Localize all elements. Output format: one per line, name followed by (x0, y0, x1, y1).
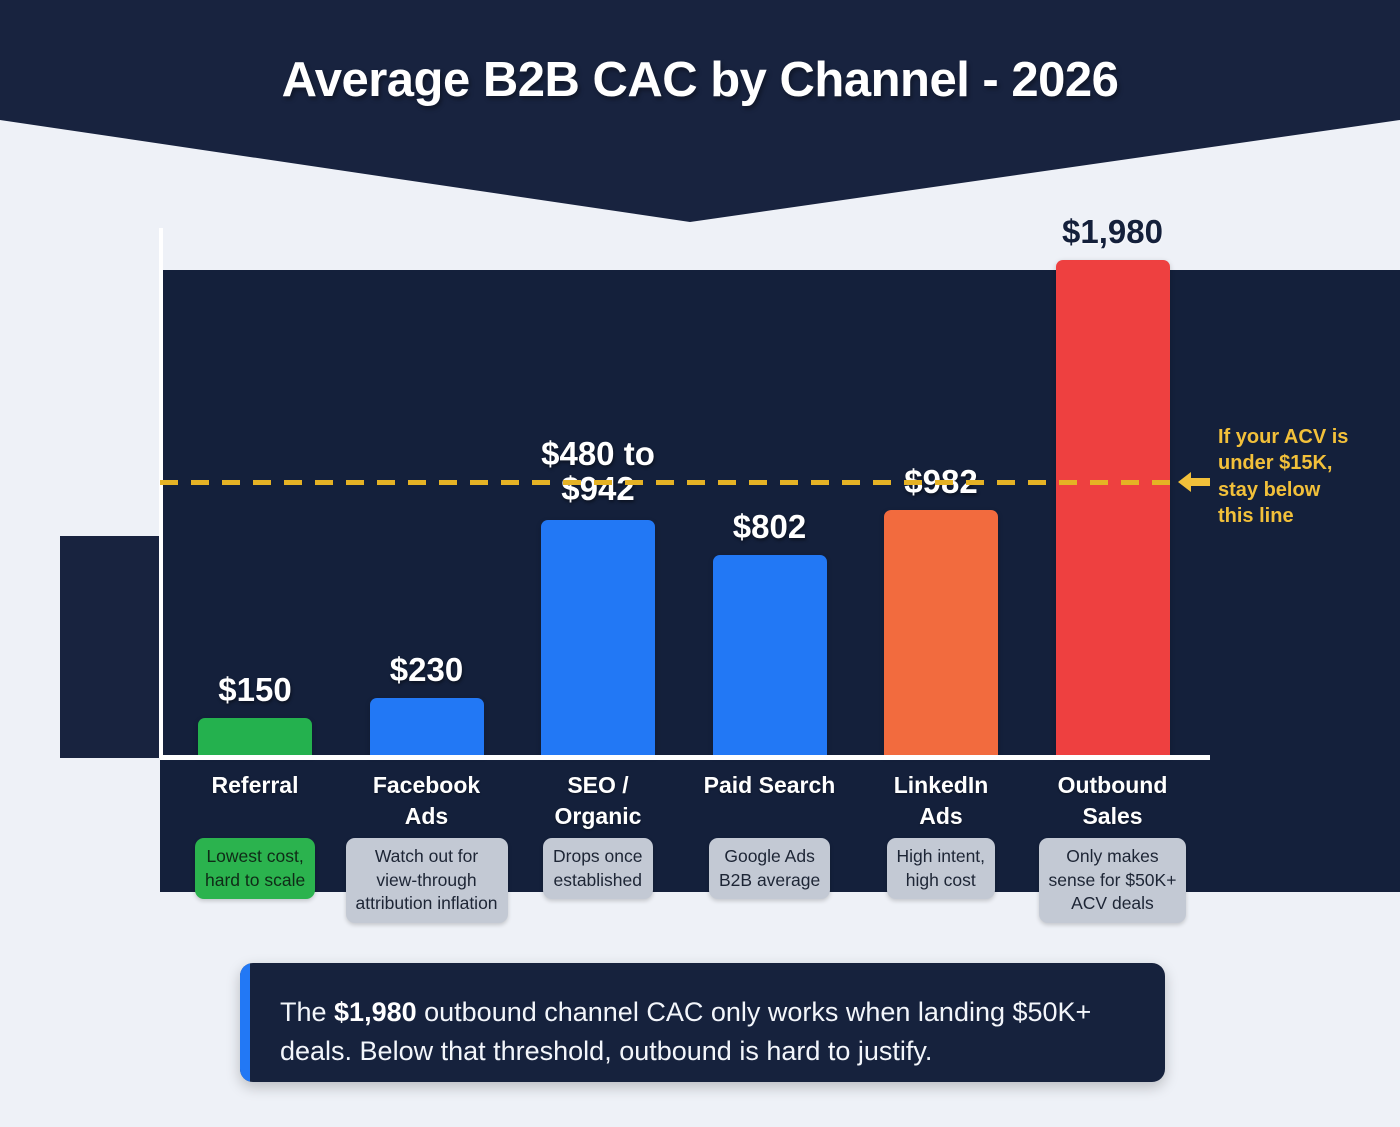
category-label-referral: Referral (211, 772, 299, 798)
category-label-linkedin-ads: LinkedIn Ads (893, 772, 989, 829)
bar-value-label: $802 (732, 507, 807, 545)
page-title: Average B2B CAC by Channel - 2026 (281, 53, 1119, 107)
chart-panel-right-fill (1210, 270, 1400, 892)
annotation-chip: Only makes sense for $50K+ ACV deals (1038, 838, 1187, 923)
category-label-paid-search: Paid Search (703, 772, 836, 798)
decorative-left-block (60, 536, 160, 758)
bar-referral (198, 717, 312, 755)
x-axis-line (160, 755, 1210, 760)
bar-value-label: $230 (389, 650, 464, 688)
category-label-seo-organic: SEO / Organic (554, 772, 642, 829)
bar-seo-organic (541, 519, 655, 755)
callout-accent-bar (240, 963, 250, 1082)
threshold-annotation-text: If your ACV is under $15K, stay below this … (1218, 426, 1349, 528)
insight-callout: The $1,980 outbound channel CAC only wor… (240, 963, 1165, 1082)
category-label-outbound-sales: Outbound Sales (1057, 772, 1168, 829)
annotation-chip: Google Ads B2B average (709, 838, 831, 900)
bar-outbound-sales (1055, 260, 1170, 755)
annotation-chip: Watch out for view-through attribution inf… (345, 838, 508, 923)
category-label-facebook-ads: Facebook Ads (372, 772, 481, 829)
annotation-chip: Drops once established (543, 838, 653, 900)
bar-value-label: $150 (218, 670, 292, 708)
threshold-dashed-line (160, 480, 1210, 485)
annotation-chip: Lowest cost, hard to scale (195, 838, 316, 900)
bar-paid-search (712, 554, 827, 755)
y-axis-line (159, 228, 163, 758)
bar-value-label: $480 to $942 (541, 434, 655, 508)
bar-facebook-ads (369, 697, 484, 755)
callout-text: The $1,980 outbound channel CAC only wor… (280, 997, 1092, 1067)
annotation-chip: High intent, high cost (886, 838, 996, 900)
left-arrow-icon (1176, 468, 1212, 501)
bar-linkedin-ads (884, 509, 998, 755)
bar-value-label: $1,980 (1062, 213, 1163, 251)
